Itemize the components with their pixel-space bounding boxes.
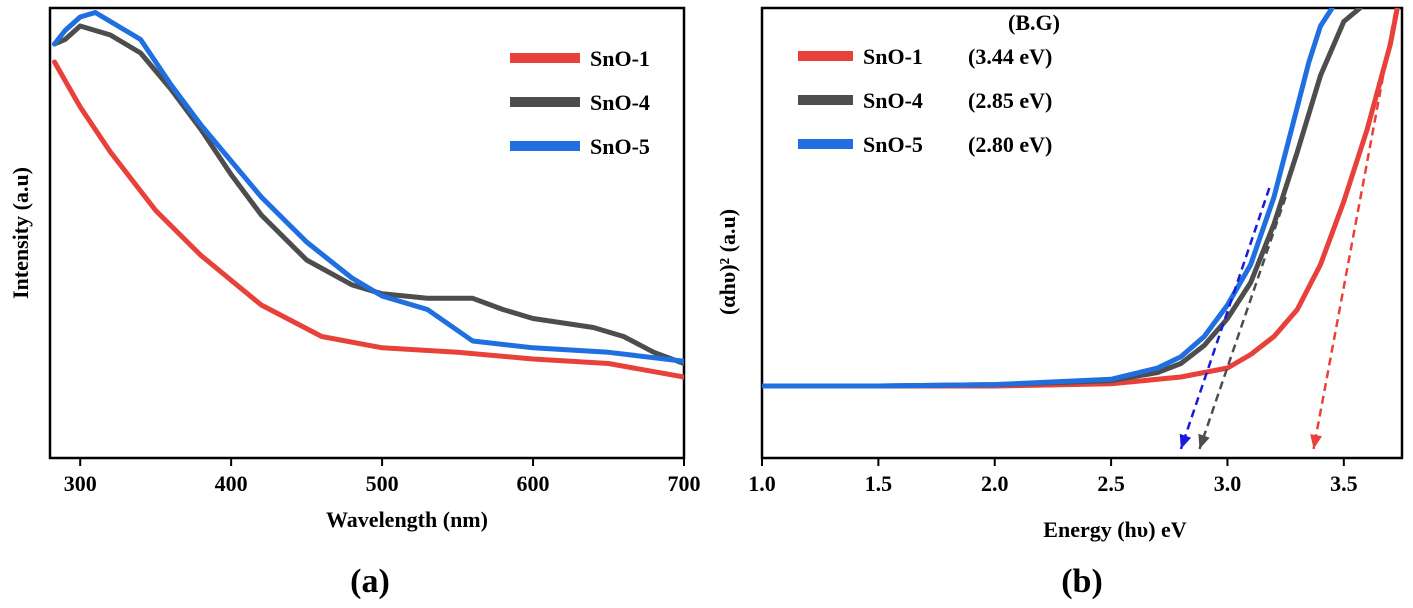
series-line-a-sno-4 [52,23,684,366]
series-line-b-sno-5 [762,8,1335,389]
x-tick-label-a: 300 [64,471,97,496]
x-tick-label-b: 3.0 [1214,471,1242,496]
legend-bandgap-sno-4: (2.85 eV) [968,88,1052,113]
tangent-line-sno-1 [1312,12,1397,450]
legend-label-a-sno-5: SnO-5 [590,134,650,159]
tangent-arrowhead-sno-4 [1198,433,1210,449]
x-tick-label-b: 1.5 [865,471,893,496]
panel-a: 300 400 500 600 700 Wavelength (nm) Intensit… [8,6,701,600]
legend-header-b: (B.G) [1008,10,1060,35]
legend-label-a-sno-1: SnO-1 [590,46,650,71]
legend-bandgap-sno-1: (3.44 eV) [968,44,1052,69]
legend-label-b-sno-5: SnO-5 [863,132,923,157]
x-tick-label-a: 500 [366,471,399,496]
legend-label-b-sno-4: SnO-4 [863,88,923,113]
series-line-a-sno-5 [52,10,684,364]
legend-bandgap-sno-5: (2.80 eV) [968,132,1052,157]
series-line-a-sno-1 [52,59,684,380]
x-tick-label-b: 2.0 [981,471,1009,496]
panel-label-a: (a) [350,563,390,600]
tangent-arrowhead-sno-1 [1310,434,1322,449]
series-line-b-sno-1 [762,8,1400,389]
x-tick-label-b: 1.0 [748,471,776,496]
plot-frame-b [760,6,1404,460]
y-axis-label-b: (αhυ)² (a.u) [715,209,740,315]
x-tick-label-b: 2.5 [1097,471,1125,496]
panel-label-b: (b) [1061,563,1103,600]
x-axis-label-b: Energy (hυ) eV [1043,517,1187,542]
x-tick-label-a: 700 [668,471,701,496]
plot-frame-a [48,6,686,460]
tangent-line-sno-4 [1198,196,1287,450]
panel-b: 1.0 1.5 2.0 2.5 3.0 3.5 Energy (hυ) eV (αhυ)²… [715,6,1404,600]
tangent-arrowhead-sno-5 [1179,433,1192,449]
x-axis-label-a: Wavelength (nm) [326,507,488,532]
series-line-b-sno-4 [762,8,1363,389]
tangent-line-sno-5 [1179,187,1271,450]
x-tick-label-a: 400 [215,471,248,496]
legend-label-b-sno-1: SnO-1 [863,44,923,69]
legend-label-a-sno-4: SnO-4 [590,90,650,115]
x-tick-label-b: 3.5 [1330,471,1358,496]
x-tick-label-a: 600 [517,471,550,496]
y-axis-label-a: Intensity (a.u) [8,167,33,299]
